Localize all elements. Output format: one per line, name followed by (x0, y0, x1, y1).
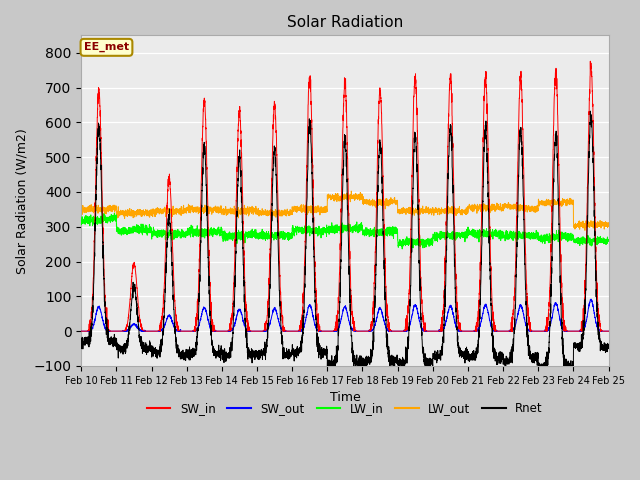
Line: LW_out: LW_out (81, 191, 609, 230)
LW_in (398, 246, 406, 252)
Line: LW_in: LW_in (81, 213, 609, 249)
Rnet (434, 351, 442, 357)
SW_in (586, 59, 594, 64)
LW_in (77, 218, 85, 224)
LW_out (493, 200, 500, 206)
Rnet (605, 345, 612, 350)
LW_out (172, 205, 180, 211)
LW_out (325, 194, 333, 200)
LW_in (493, 232, 500, 238)
Rnet (325, 357, 333, 363)
SW_out (604, 328, 612, 334)
SW_out (77, 328, 85, 334)
Rnet (604, 344, 612, 350)
SW_out (325, 328, 333, 334)
LW_in (604, 237, 612, 243)
SW_out (172, 327, 180, 333)
LW_out (77, 208, 85, 214)
SW_in (325, 328, 333, 334)
SW_in (434, 328, 442, 334)
LW_in (463, 234, 471, 240)
SW_out (588, 296, 595, 302)
Rnet (493, 359, 500, 364)
Text: EE_met: EE_met (84, 42, 129, 52)
SW_out (434, 328, 442, 334)
SW_out (463, 328, 470, 334)
LW_in (325, 231, 333, 237)
Rnet (77, 338, 85, 344)
LW_out (604, 221, 612, 227)
LW_in (172, 230, 180, 236)
LW_out (434, 212, 442, 217)
SW_in (172, 314, 180, 320)
LW_out (581, 228, 589, 233)
Rnet (172, 343, 180, 348)
SW_in (463, 328, 470, 334)
Title: Solar Radiation: Solar Radiation (287, 15, 403, 30)
Rnet (463, 350, 470, 356)
LW_out (463, 207, 471, 213)
SW_in (605, 328, 612, 334)
X-axis label: Time: Time (330, 391, 360, 404)
Line: SW_in: SW_in (81, 61, 609, 331)
Rnet (586, 108, 594, 114)
LW_out (348, 188, 355, 194)
LW_in (605, 239, 612, 244)
SW_out (605, 328, 612, 334)
LW_in (434, 230, 442, 236)
Legend: SW_in, SW_out, LW_in, LW_out, Rnet: SW_in, SW_out, LW_in, LW_out, Rnet (142, 397, 548, 420)
SW_out (493, 328, 500, 334)
LW_out (605, 222, 612, 228)
Y-axis label: Solar Radiation (W/m2): Solar Radiation (W/m2) (15, 128, 28, 274)
Line: SW_out: SW_out (81, 299, 609, 331)
Rnet (539, 370, 547, 376)
LW_in (111, 210, 118, 216)
SW_in (604, 328, 612, 334)
SW_in (493, 328, 500, 334)
SW_in (77, 328, 85, 334)
Line: Rnet: Rnet (81, 111, 609, 373)
